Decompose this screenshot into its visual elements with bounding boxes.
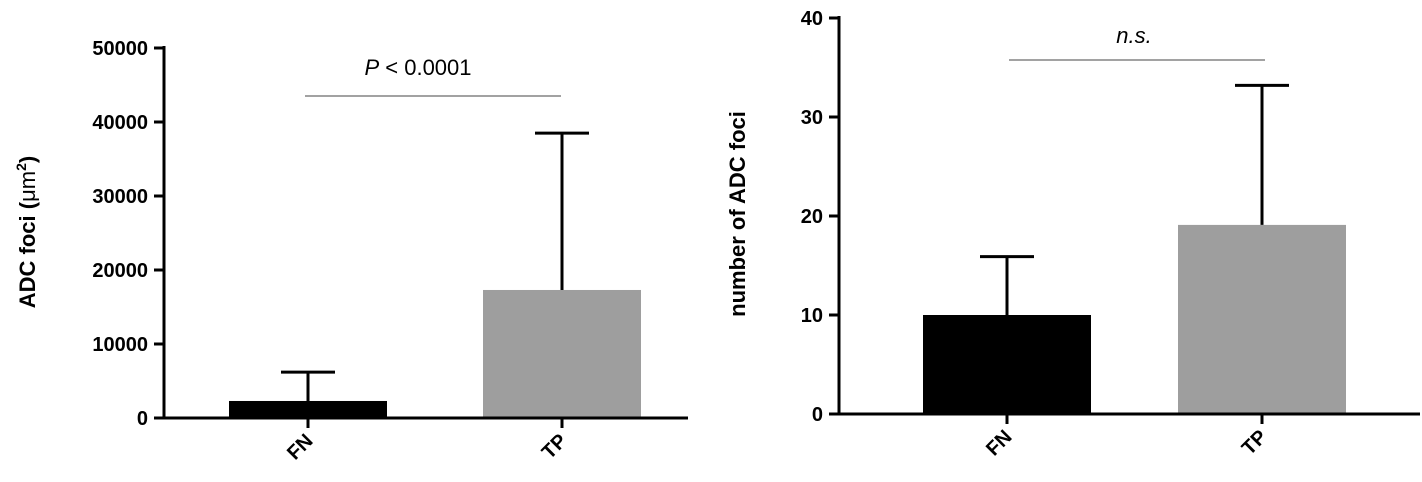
left-y-tick-label: 40000	[92, 112, 148, 134]
right-x-tick-label-tp: TP	[1238, 426, 1272, 460]
right-significance-label: n.s.	[1116, 23, 1151, 48]
right-y-ticks: 0 10 20 30 40	[801, 8, 839, 426]
left-y-ticks: 0 10000 20000 30000 40000 50000	[92, 38, 164, 430]
left-x-tick-label-tp: TP	[538, 430, 572, 464]
right-bar-fn	[923, 315, 1091, 414]
left-x-tick-label-fn: FN	[283, 430, 317, 464]
left-y-tick-label: 30000	[92, 186, 148, 208]
left-y-tick-label: 20000	[92, 260, 148, 282]
right-y-tick-label: 10	[801, 305, 823, 327]
left-y-tick-label: 10000	[92, 334, 148, 356]
left-bar-fn	[229, 400, 387, 418]
left-ylabel-main: ADC foci (	[15, 201, 40, 308]
left-error-bars	[281, 131, 589, 401]
right-x-ticks: FN TP	[982, 414, 1272, 460]
right-y-tick-label: 0	[812, 404, 823, 426]
chart-left: ADC foci (μm2) 0 10000 20000 30000 40000 5000…	[13, 38, 688, 464]
left-bars	[229, 289, 641, 418]
left-annotation-italic: P	[364, 55, 379, 80]
right-y-tick-label: 20	[801, 206, 823, 228]
left-y-tick-label: 50000	[92, 38, 148, 60]
right-y-axis-label-text: number of ADC foci	[725, 111, 750, 317]
chart-right: number of ADC foci 0 10 20 30 40 FN TP n.s.	[725, 8, 1420, 460]
right-y-axis-label: number of ADC foci	[725, 111, 750, 317]
right-error-bars	[980, 83, 1289, 315]
right-x-tick-label-fn: FN	[982, 426, 1016, 460]
right-annotation-italic: n.s.	[1116, 23, 1151, 48]
left-y-tick-label: 0	[137, 408, 148, 430]
right-bar-tp	[1178, 224, 1346, 414]
left-y-axis-label: ADC foci (μm2)	[13, 156, 40, 308]
right-bars	[923, 224, 1346, 414]
left-x-ticks: FN TP	[283, 418, 572, 464]
left-annotation-text: < 0.0001	[379, 55, 471, 80]
left-significance-label: P < 0.0001	[364, 55, 471, 80]
right-y-tick-label: 30	[801, 107, 823, 129]
left-ylabel-close: )	[15, 156, 40, 163]
left-y-axis-label-text: ADC foci (μm2)	[13, 156, 40, 308]
right-y-tick-label: 40	[801, 8, 823, 30]
left-ylabel-unit: μm	[15, 171, 40, 202]
left-bar-tp	[483, 289, 641, 418]
left-ylabel-sup: 2	[13, 163, 29, 171]
